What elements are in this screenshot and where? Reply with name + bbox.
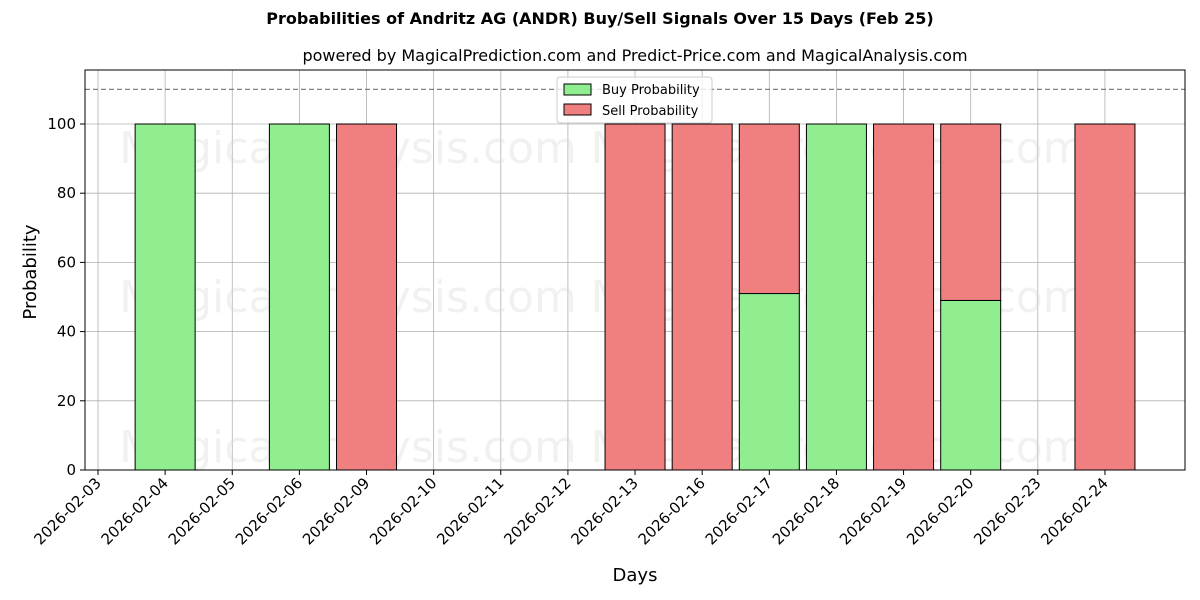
y-tick-label: 20 [57,392,76,410]
buy-bar [805,123,867,471]
buy-swatch [563,83,592,96]
x-tick-label: 2026-02-10 [366,474,440,548]
buy-bar [940,299,1002,471]
x-axis-label: Days [613,565,658,586]
sell-bar [671,123,733,471]
sell-swatch [563,103,592,116]
legend: Buy Probability Sell Probability [556,76,713,124]
x-tick-label: 2026-02-24 [1037,474,1111,548]
y-tick-label: 100 [47,115,76,133]
sell-bar [873,123,935,471]
legend-sell-label: Sell Probability [602,104,699,119]
y-tick-label: 80 [57,184,76,202]
y-axis: 0 20 40 60 80 100 [47,115,85,479]
x-tick-label: 2026-02-13 [567,474,641,548]
bars [134,123,1136,471]
chart-subtitle: powered by MagicalPrediction.com and Pre… [302,46,968,65]
x-tick-label: 2026-02-23 [970,474,1044,548]
sell-bar [336,123,398,471]
sell-bar [604,123,666,471]
sell-bar [940,123,1002,301]
x-axis: 2026-02-032026-02-042026-02-052026-02-06… [30,470,1112,548]
x-tick-label: 2026-02-16 [635,474,709,548]
buy-bar [738,293,800,471]
x-tick-label: 2026-02-11 [433,474,507,548]
x-tick-label: 2026-02-19 [836,474,910,548]
buy-bar [268,123,330,471]
y-tick-label: 40 [57,323,76,341]
x-tick-label: 2026-02-04 [98,474,172,548]
sell-bar [738,123,800,295]
x-tick-label: 2026-02-03 [30,474,104,548]
y-tick-label: 0 [66,461,76,479]
chart-title: Probabilities of Andritz AG (ANDR) Buy/S… [266,9,934,28]
y-tick-label: 60 [57,253,76,271]
x-tick-label: 2026-02-18 [769,474,843,548]
legend-box [556,76,713,124]
x-tick-label: 2026-02-17 [702,474,776,548]
sell-bar [1074,123,1136,471]
x-tick-label: 2026-02-06 [232,474,306,548]
x-tick-label: 2026-02-20 [903,474,977,548]
x-tick-label: 2026-02-09 [299,474,373,548]
buy-bar [134,123,196,471]
x-tick-label: 2026-02-12 [500,474,574,548]
y-axis-label: Probability [20,224,41,319]
x-tick-label: 2026-02-05 [165,474,239,548]
legend-buy-label: Buy Probability [602,83,700,98]
